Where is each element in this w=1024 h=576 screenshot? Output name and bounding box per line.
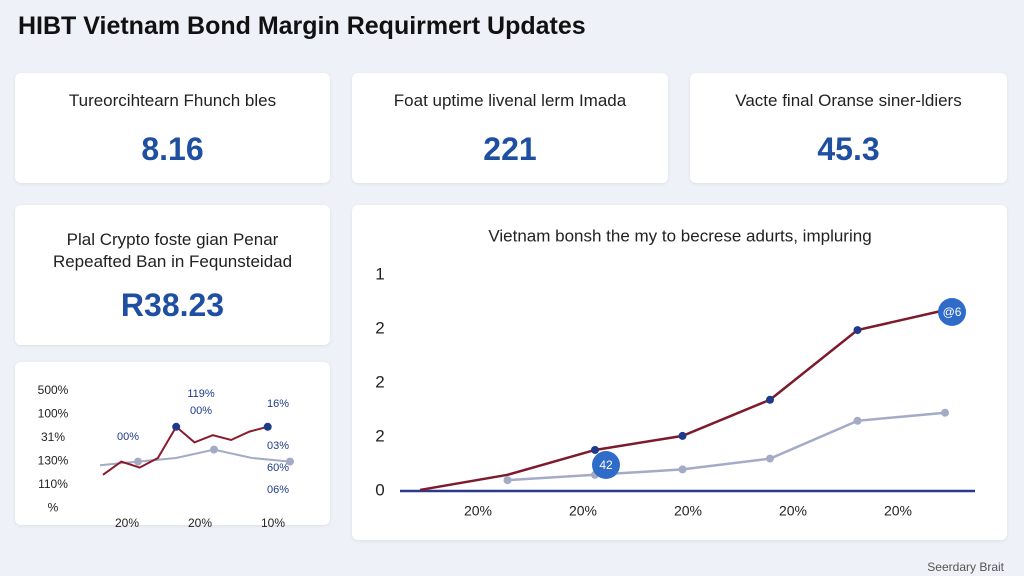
annotation: 16% [267, 398, 289, 410]
point [678, 431, 687, 440]
x-tick-label: 20% [464, 503, 492, 519]
y-tick-label: 2 [375, 426, 384, 445]
kpi-value: 8.16 [141, 131, 204, 167]
x-tick-label: 20% [674, 503, 702, 519]
feature-label: Plal Crypto foste gian Penar Repeafted Ba… [15, 229, 330, 273]
y-tick-label: % [48, 501, 59, 515]
series-line [102, 425, 268, 476]
annotation: 03% [267, 440, 289, 452]
point [941, 408, 949, 417]
kpi-label: Foat uptime livenal lerm Imada [393, 91, 627, 110]
point [210, 445, 218, 454]
x-tick-label: 20% [779, 503, 807, 519]
x-tick-label: 20% [115, 516, 139, 530]
badge-label: @6 [943, 305, 962, 319]
badge-label: 42 [599, 458, 613, 472]
kpi-label: Tureorcihtearn Fhunch bles [68, 91, 277, 110]
y-tick-label: 2 [375, 372, 384, 391]
x-tick-label: 10% [261, 516, 285, 530]
point [134, 457, 142, 466]
y-tick-label: 100% [38, 407, 69, 421]
chart-title: Vietnam bonsh the my to becrese adurts, … [488, 226, 871, 245]
feature-label-line: Plal Crypto foste gian Penar [66, 230, 279, 249]
point [766, 395, 774, 404]
feature-label-line: Repeafted Ban in Fequnsteidad [52, 252, 293, 271]
x-tick-label: 20% [884, 503, 912, 519]
badge [938, 298, 966, 326]
kpi-value: 45.3 [817, 131, 880, 167]
page-title: HIBT Vietnam Bond Margin Requirmert Upda… [18, 12, 586, 40]
series-line [419, 308, 946, 492]
y-tick-label: 2 [375, 318, 384, 337]
annotation: 60% [267, 462, 289, 474]
y-tick-label: 130% [38, 454, 69, 468]
mini-chart-card [15, 362, 330, 525]
series-line [99, 448, 291, 467]
point [503, 476, 512, 485]
y-tick-label: 110% [38, 477, 68, 491]
annotation: 06% [267, 484, 289, 496]
x-tick-label: 20% [188, 516, 212, 530]
feature-value: R38.23 [120, 287, 225, 323]
point [853, 416, 862, 425]
y-tick-label: 31% [41, 430, 65, 444]
main-chart-card [352, 205, 1007, 540]
feature-card: Plal Crypto foste gian Penar Repeafted Ba… [15, 205, 330, 345]
annotation: 119% [187, 388, 215, 400]
annotation: 00% [190, 405, 212, 417]
point [286, 457, 294, 466]
kpi-card: Tureorcihtearn Fhunch bles 8.16 [15, 73, 330, 183]
series-line [507, 411, 946, 482]
point [766, 454, 774, 463]
kpi-card: Foat uptime livenal lerm Imada 221 [352, 73, 668, 183]
kpi-value: 221 [483, 131, 537, 167]
footer: Seerdary Brait [927, 560, 1004, 574]
kpi-card: Vacte final Oranse siner-ldiers 45.3 [690, 73, 1007, 183]
y-tick-label: 500% [38, 383, 69, 397]
point [591, 445, 599, 454]
point [678, 465, 687, 474]
y-tick-label: 1 [375, 264, 384, 283]
badge [592, 451, 620, 479]
point [263, 422, 272, 431]
point [172, 422, 181, 431]
kpi-label: Vacte final Oranse siner-ldiers [735, 91, 962, 110]
annotation: 00% [117, 431, 139, 443]
x-tick-label: 20% [569, 503, 597, 519]
point [853, 326, 862, 335]
y-tick-label: 0 [375, 480, 384, 499]
